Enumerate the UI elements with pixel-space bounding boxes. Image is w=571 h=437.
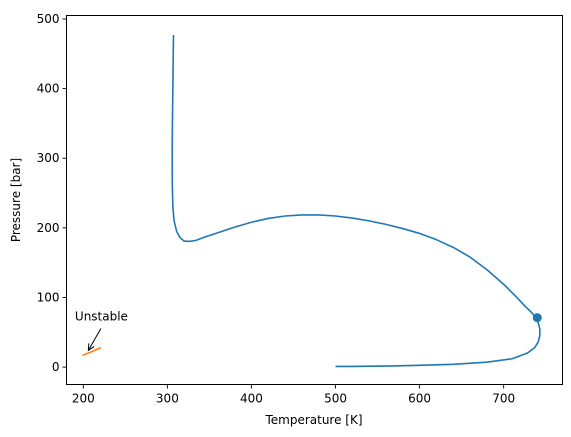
annotation-layer: Unstable — [75, 309, 128, 352]
y-tick-label: 0 — [52, 360, 60, 374]
series-layer — [82, 34, 542, 368]
series-line-1 — [171, 34, 541, 368]
y-tick-label: 400 — [37, 82, 60, 96]
series-line-2 — [82, 346, 102, 357]
y-tick-label: 100 — [37, 290, 60, 304]
x-tick-label: 600 — [408, 392, 431, 406]
y-tick-label: 500 — [37, 12, 60, 26]
annotation-arrowhead — [87, 343, 95, 352]
x-tick-label: 200 — [72, 392, 95, 406]
y-axis-label: Pressure [bar] — [9, 158, 23, 242]
y-tick-label: 200 — [37, 221, 60, 235]
plot-frame — [66, 15, 563, 385]
critical-point-marker — [532, 313, 542, 323]
x-tick-label: 500 — [324, 392, 347, 406]
annotation-unstable: Unstable — [75, 309, 128, 323]
x-tick-label: 400 — [240, 392, 263, 406]
x-tick-label: 700 — [492, 392, 515, 406]
x-tick-label: 300 — [156, 392, 179, 406]
annotation-arrow — [87, 328, 102, 351]
x-axis-label: Temperature [K] — [264, 413, 362, 427]
tick-layer: 200 300 400 500 600 700 0 100 200 300 400 500 — [37, 12, 516, 406]
y-tick-label: 300 — [37, 151, 60, 165]
